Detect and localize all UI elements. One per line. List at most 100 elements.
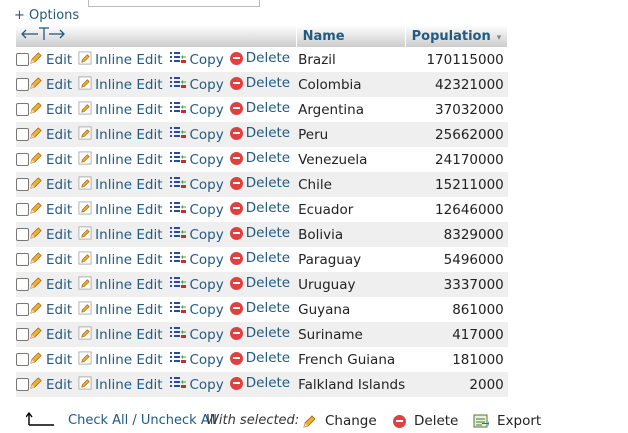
change-selected-button[interactable]: Change	[302, 413, 377, 429]
row-checkbox-cell[interactable]	[16, 347, 29, 372]
inline-edit-button[interactable]: Inline Edit	[78, 351, 163, 369]
cell-name[interactable]: Paraguay	[296, 247, 406, 272]
edit-button[interactable]: Edit	[29, 151, 72, 169]
delete-button[interactable]: Delete	[229, 375, 290, 391]
table-row[interactable]: Edit Inline Edit Copy Delete Colombia 4232100…	[16, 72, 508, 97]
delete-button[interactable]: Delete	[229, 175, 290, 191]
cell-name[interactable]: Ecuador	[296, 197, 406, 222]
delete-button[interactable]: Delete	[229, 125, 290, 141]
row-checkbox[interactable]	[16, 203, 29, 216]
edit-button[interactable]: Edit	[29, 226, 72, 244]
cell-population[interactable]: 861000	[405, 297, 508, 322]
edit-button[interactable]: Edit	[29, 351, 72, 369]
table-row[interactable]: Edit Inline Edit Copy Delete Guyana 861000	[16, 297, 508, 322]
copy-button[interactable]: Copy	[169, 276, 224, 294]
column-header-name-label[interactable]: Name	[302, 28, 345, 44]
edit-button[interactable]: Edit	[29, 51, 72, 69]
table-row[interactable]: Edit Inline Edit Copy Delete Uruguay 3337000	[16, 272, 508, 297]
copy-button[interactable]: Copy	[169, 51, 224, 69]
copy-button[interactable]: Copy	[169, 326, 224, 344]
copy-button[interactable]: Copy	[169, 351, 224, 369]
cell-name[interactable]: Brazil	[296, 47, 406, 72]
table-row[interactable]: Edit Inline Edit Copy Delete Paraguay 5496000	[16, 247, 508, 272]
inline-edit-button[interactable]: Inline Edit	[78, 326, 163, 344]
cell-name[interactable]: Falkland Islands	[296, 372, 406, 397]
edit-button[interactable]: Edit	[29, 326, 72, 344]
delete-button[interactable]: Delete	[229, 325, 290, 341]
column-arrows-icon[interactable]	[20, 26, 66, 42]
table-row[interactable]: Edit Inline Edit Copy Delete Suriname 417000	[16, 322, 508, 347]
copy-button[interactable]: Copy	[169, 301, 224, 319]
row-checkbox-cell[interactable]	[16, 322, 29, 347]
table-row[interactable]: Edit Inline Edit Copy Delete Ecuador 12646000	[16, 197, 508, 222]
row-checkbox-cell[interactable]	[16, 47, 29, 72]
delete-button[interactable]: Delete	[229, 150, 290, 166]
edit-button[interactable]: Edit	[29, 276, 72, 294]
delete-button[interactable]: Delete	[229, 275, 290, 291]
row-checkbox[interactable]	[16, 303, 29, 316]
cell-population[interactable]: 42321000	[405, 72, 508, 97]
copy-button[interactable]: Copy	[169, 151, 224, 169]
delete-button[interactable]: Delete	[229, 250, 290, 266]
cell-population[interactable]: 3337000	[405, 272, 508, 297]
cell-name[interactable]: Colombia	[296, 72, 406, 97]
row-checkbox[interactable]	[16, 128, 29, 141]
row-checkbox-cell[interactable]	[16, 122, 29, 147]
edit-button[interactable]: Edit	[29, 201, 72, 219]
copy-button[interactable]: Copy	[169, 376, 224, 394]
edit-button[interactable]: Edit	[29, 376, 72, 394]
cell-population[interactable]: 181000	[405, 347, 508, 372]
row-checkbox-cell[interactable]	[16, 147, 29, 172]
export-selected-button[interactable]: Export	[473, 413, 541, 429]
row-checkbox[interactable]	[16, 78, 29, 91]
inline-edit-button[interactable]: Inline Edit	[78, 51, 163, 69]
cell-population[interactable]: 5496000	[405, 247, 508, 272]
inline-edit-button[interactable]: Inline Edit	[78, 126, 163, 144]
row-checkbox[interactable]	[16, 353, 29, 366]
cell-name[interactable]: Chile	[296, 172, 406, 197]
row-checkbox[interactable]	[16, 278, 29, 291]
delete-button[interactable]: Delete	[229, 75, 290, 91]
row-checkbox[interactable]	[16, 153, 29, 166]
row-checkbox[interactable]	[16, 103, 29, 116]
cell-name[interactable]: Bolivia	[296, 222, 406, 247]
table-row[interactable]: Edit Inline Edit Copy Delete Falkland Island…	[16, 372, 508, 397]
cell-population[interactable]: 37032000	[405, 97, 508, 122]
inline-edit-button[interactable]: Inline Edit	[78, 301, 163, 319]
table-row[interactable]: Edit Inline Edit Copy Delete Bolivia 8329000	[16, 222, 508, 247]
row-checkbox-cell[interactable]	[16, 247, 29, 272]
delete-button[interactable]: Delete	[229, 350, 290, 366]
row-checkbox[interactable]	[16, 178, 29, 191]
edit-button[interactable]: Edit	[29, 126, 72, 144]
inline-edit-button[interactable]: Inline Edit	[78, 376, 163, 394]
table-row[interactable]: Edit Inline Edit Copy Delete Peru 25662000	[16, 122, 508, 147]
delete-button[interactable]: Delete	[229, 225, 290, 241]
delete-button[interactable]: Delete	[229, 100, 290, 116]
sort-desc-icon[interactable]: ▾	[496, 32, 502, 43]
inline-edit-button[interactable]: Inline Edit	[78, 276, 163, 294]
inline-edit-button[interactable]: Inline Edit	[78, 251, 163, 269]
inline-edit-button[interactable]: Inline Edit	[78, 151, 163, 169]
cell-name[interactable]: Venezuela	[296, 147, 406, 172]
table-row[interactable]: Edit Inline Edit Copy Delete Venezuela 241700…	[16, 147, 508, 172]
cell-population[interactable]: 24170000	[405, 147, 508, 172]
edit-button[interactable]: Edit	[29, 301, 72, 319]
cell-population[interactable]: 8329000	[405, 222, 508, 247]
row-checkbox-cell[interactable]	[16, 172, 29, 197]
row-checkbox-cell[interactable]	[16, 197, 29, 222]
edit-button[interactable]: Edit	[29, 101, 72, 119]
copy-button[interactable]: Copy	[169, 76, 224, 94]
copy-button[interactable]: Copy	[169, 176, 224, 194]
inline-edit-button[interactable]: Inline Edit	[78, 176, 163, 194]
column-resize-header[interactable]	[16, 25, 297, 47]
row-checkbox[interactable]	[16, 228, 29, 241]
inline-edit-button[interactable]: Inline Edit	[78, 201, 163, 219]
table-row[interactable]: Edit Inline Edit Copy Delete Brazil 170115000	[16, 47, 508, 72]
copy-button[interactable]: Copy	[169, 101, 224, 119]
inline-edit-button[interactable]: Inline Edit	[78, 101, 163, 119]
inline-edit-button[interactable]: Inline Edit	[78, 226, 163, 244]
row-checkbox[interactable]	[16, 53, 29, 66]
cell-population[interactable]: 12646000	[405, 197, 508, 222]
cell-population[interactable]: 2000	[405, 372, 508, 397]
cell-name[interactable]: Guyana	[296, 297, 406, 322]
